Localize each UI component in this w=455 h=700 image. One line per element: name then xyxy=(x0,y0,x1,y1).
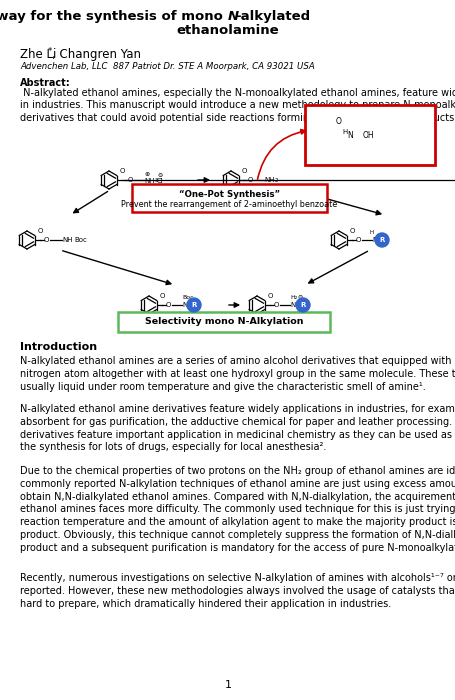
Text: O: O xyxy=(119,168,124,174)
Text: Due to the chemical properties of two protons on the NH₂ group of ethanol amines: Due to the chemical properties of two pr… xyxy=(20,466,455,553)
Text: N-alkylated ethanol amines are a series of amino alcohol derivatives that equipp: N-alkylated ethanol amines are a series … xyxy=(20,356,455,391)
Text: N: N xyxy=(228,10,238,23)
Text: R: R xyxy=(191,302,196,308)
Text: O: O xyxy=(335,117,341,126)
Bar xyxy=(131,184,326,212)
Text: A convenient way for the synthesis of mono: A convenient way for the synthesis of mo… xyxy=(0,10,228,23)
Text: Prevent the rearrangement of 2-aminoethyl benzoate: Prevent the rearrangement of 2-aminoethy… xyxy=(121,200,337,209)
Text: OH: OH xyxy=(362,130,374,139)
Text: N: N xyxy=(371,237,376,243)
Text: O: O xyxy=(44,237,49,243)
Text: Boc: Boc xyxy=(74,237,87,243)
Text: “One-Pot Synthesis”: “One-Pot Synthesis” xyxy=(178,190,279,199)
Text: O: O xyxy=(273,302,279,308)
Text: NH: NH xyxy=(263,177,274,183)
Text: Selectivity mono N-Alkylation: Selectivity mono N-Alkylation xyxy=(144,318,303,326)
Text: ⊕: ⊕ xyxy=(144,172,149,177)
Text: Recently, numerous investigations on selective N-alkylation of amines with alcoh: Recently, numerous investigations on sel… xyxy=(20,573,455,608)
Text: O: O xyxy=(128,177,133,183)
Text: Cl: Cl xyxy=(157,178,163,184)
Text: Zhe Li: Zhe Li xyxy=(20,48,56,61)
Text: NH: NH xyxy=(144,178,154,184)
Text: 1: 1 xyxy=(224,680,231,690)
Text: N: N xyxy=(346,130,352,139)
Text: O: O xyxy=(159,293,164,299)
Bar xyxy=(118,312,329,332)
Text: Cl: Cl xyxy=(296,310,303,315)
Text: Abstract:: Abstract: xyxy=(20,78,71,88)
Text: O: O xyxy=(349,228,354,234)
Text: O: O xyxy=(267,293,272,299)
Text: Boc: Boc xyxy=(182,295,193,300)
Text: ⊖: ⊖ xyxy=(157,173,162,178)
Text: N: N xyxy=(182,302,187,308)
Text: H: H xyxy=(342,129,347,135)
Text: 3: 3 xyxy=(155,178,158,183)
Text: 2: 2 xyxy=(274,178,278,183)
Text: N: N xyxy=(289,302,294,308)
Text: Introduction: Introduction xyxy=(20,342,97,352)
Text: NH: NH xyxy=(62,237,72,243)
Text: O: O xyxy=(37,228,43,234)
Text: ethanolamine: ethanolamine xyxy=(176,24,279,37)
Circle shape xyxy=(374,233,388,247)
Text: O: O xyxy=(248,177,253,183)
Circle shape xyxy=(187,298,201,312)
Text: N-alkylated ethanol amines, especially the N-monoalkylated ethanol amines, featu: N-alkylated ethanol amines, especially t… xyxy=(20,88,455,123)
Bar xyxy=(304,105,434,165)
Text: R: R xyxy=(300,302,305,308)
Text: O: O xyxy=(166,302,171,308)
Text: , Changren Yan: , Changren Yan xyxy=(52,48,141,61)
Text: Advenchen Lab, LLC  887 Patriot Dr. STE A Moorpark, CA 93021 USA: Advenchen Lab, LLC 887 Patriot Dr. STE A… xyxy=(20,62,314,71)
Text: ⊖: ⊖ xyxy=(296,295,302,300)
Circle shape xyxy=(295,298,309,312)
Text: *: * xyxy=(48,47,52,56)
Text: -alkylated: -alkylated xyxy=(235,10,310,23)
Text: O: O xyxy=(355,237,360,243)
Text: R: R xyxy=(379,237,384,243)
Text: H₂: H₂ xyxy=(289,295,297,300)
Text: N-alkylated ethanol amine derivatives feature widely applications in industries,: N-alkylated ethanol amine derivatives fe… xyxy=(20,404,455,452)
Text: H: H xyxy=(369,230,373,235)
Text: O: O xyxy=(241,168,246,174)
